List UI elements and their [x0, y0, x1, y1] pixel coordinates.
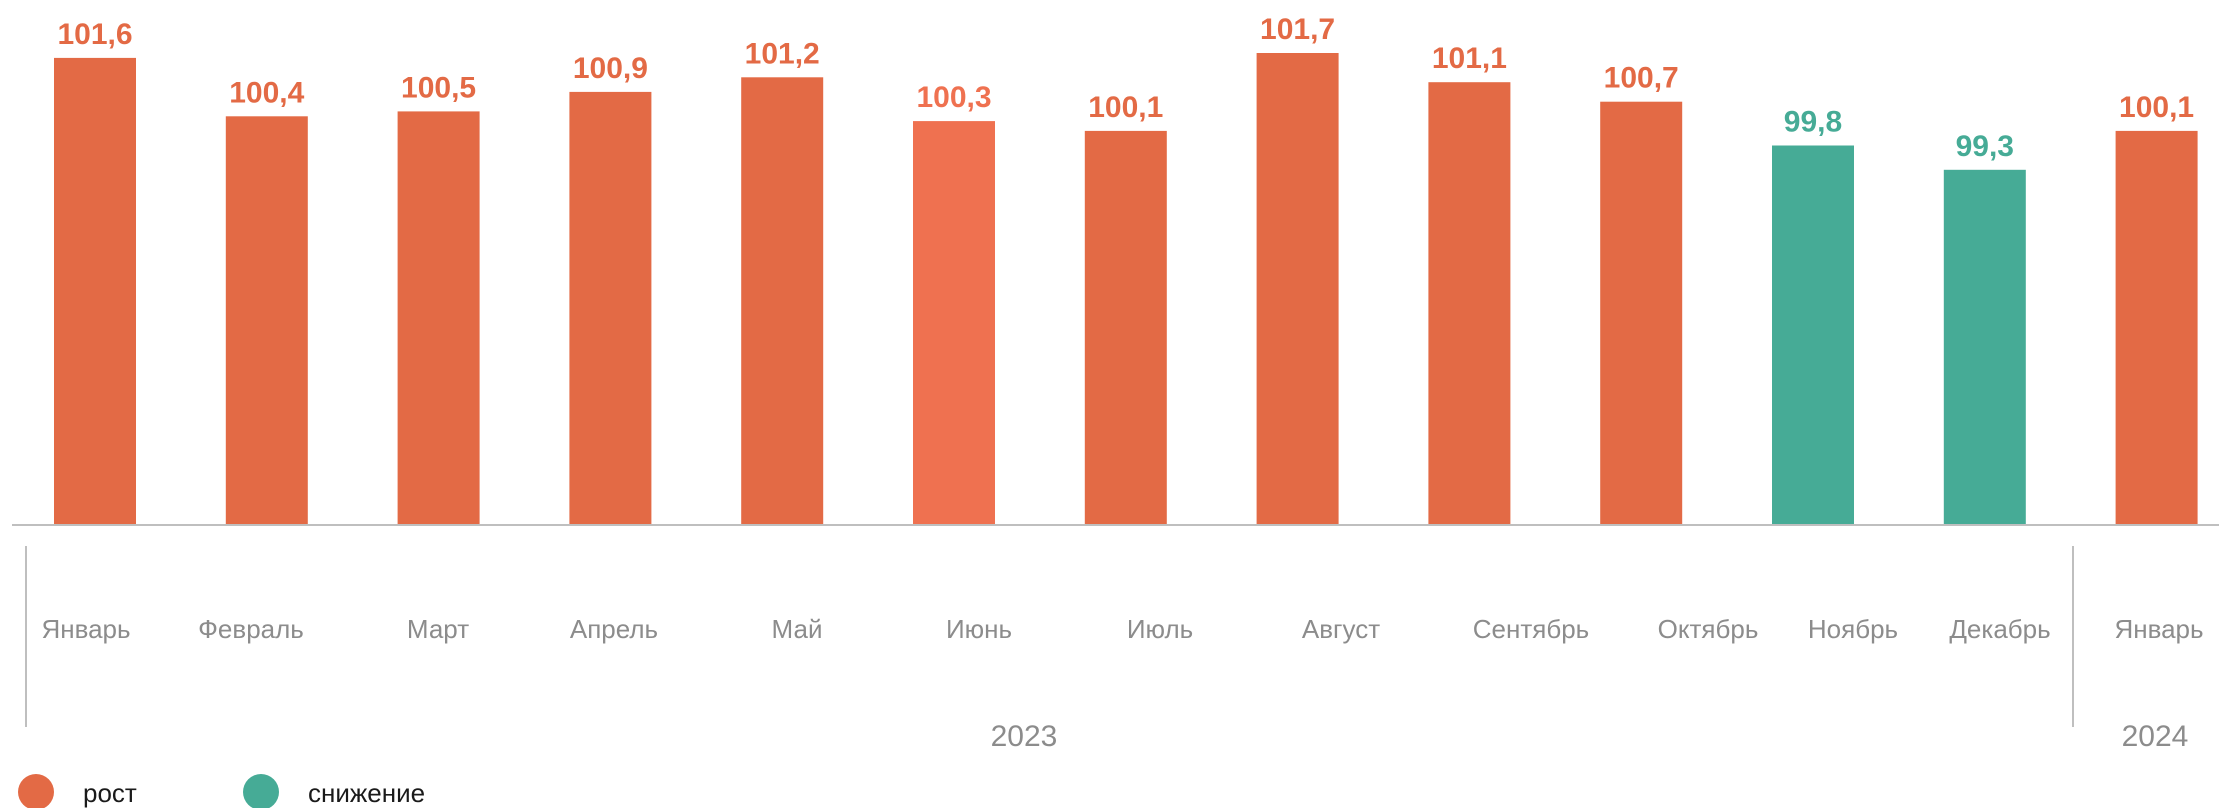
data-label-3: 100,5 [401, 71, 476, 104]
year-group-labels: 2023 2024 [991, 720, 2189, 753]
data-label-5: 101,2 [745, 37, 820, 70]
bar-12 [1943, 169, 2026, 526]
data-label-11: 99,8 [1784, 106, 1842, 139]
x-tick-label-10: Октябрь [1658, 614, 1759, 644]
data-label-9: 101,1 [1432, 42, 1507, 75]
bars-group [54, 53, 2198, 526]
data-label-7: 100,1 [1088, 91, 1163, 124]
data-label-10: 100,7 [1604, 62, 1679, 95]
x-tick-label-5: Май [772, 614, 823, 644]
data-label-8: 101,7 [1260, 13, 1335, 46]
bar-6 [913, 121, 995, 525]
data-label-1: 101,6 [57, 18, 132, 51]
year-label-2024: 2024 [2122, 720, 2189, 753]
x-tick-label-3: Март [407, 614, 469, 644]
x-tick-label-7: Июль [1127, 614, 1193, 644]
bar-3 [397, 111, 480, 526]
x-tick-label-4: Апрель [570, 614, 658, 644]
x-tick-label-12: Декабрь [1949, 614, 2050, 644]
x-tick-label-9: Сентябрь [1473, 614, 1589, 644]
data-label-6: 100,3 [916, 81, 991, 114]
bar-11 [1772, 145, 1854, 525]
x-tick-label-2: Февраль [198, 614, 304, 644]
x-tick-label-13: Январь [2114, 614, 2203, 644]
legend-marker-1 [18, 774, 54, 808]
bar-1 [54, 57, 136, 526]
x-axis-tick-labels: Январь Февраль Март Апрель Май Июнь Июль Август… [41, 614, 2203, 644]
legend-marker-2 [243, 774, 279, 808]
bar-7 [1084, 130, 1167, 525]
x-tick-label-8: Август [1302, 614, 1380, 644]
bar-2 [225, 116, 308, 526]
bar-10 [1600, 101, 1683, 525]
x-tick-label-11: Ноябрь [1808, 614, 1898, 644]
bar-9 [1428, 82, 1511, 525]
data-label-4: 100,9 [573, 52, 648, 85]
legend: рост снижение [18, 774, 425, 808]
bar-4 [569, 91, 652, 526]
legend-label-1: рост [83, 778, 137, 808]
value-labels-group: 101,6 100,4 100,5 100,9 101,2 100,3 100,1 101,7… [57, 13, 2194, 163]
data-label-13: 100,1 [2119, 91, 2194, 124]
year-label-2023: 2023 [991, 720, 1058, 753]
bar-8 [1256, 53, 1339, 525]
x-tick-label-6: Июнь [946, 614, 1012, 644]
data-label-12: 99,3 [1956, 130, 2014, 163]
data-label-2: 100,4 [229, 76, 304, 109]
bar-5 [741, 77, 824, 526]
x-tick-label-1: Январь [41, 614, 130, 644]
bar-13 [2115, 130, 2198, 525]
legend-label-2: снижение [308, 778, 425, 808]
